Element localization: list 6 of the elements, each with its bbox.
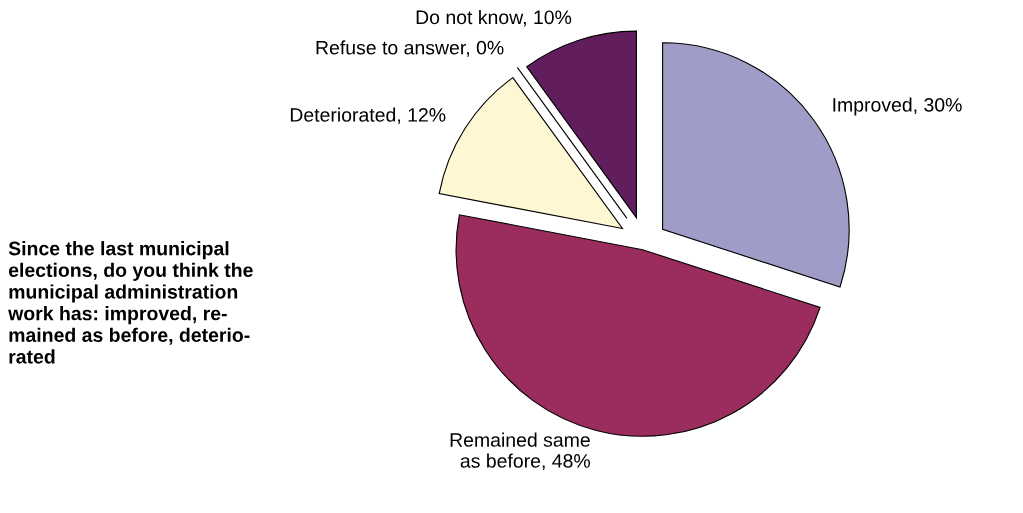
slice-label: Deteriorated, 12% (290, 107, 446, 125)
text: Since the last municipal elections, do you think the municipal administration work has: improved, re- mained as before, deterio- rated (8, 241, 253, 364)
category-label: Refuse to answer, 0% (316, 40, 504, 57)
slice-label: Do not know, 10% (416, 9, 572, 27)
slice-label: Remained same as before, 48% (450, 432, 590, 471)
slice-label: Improved, 30% (833, 97, 962, 116)
